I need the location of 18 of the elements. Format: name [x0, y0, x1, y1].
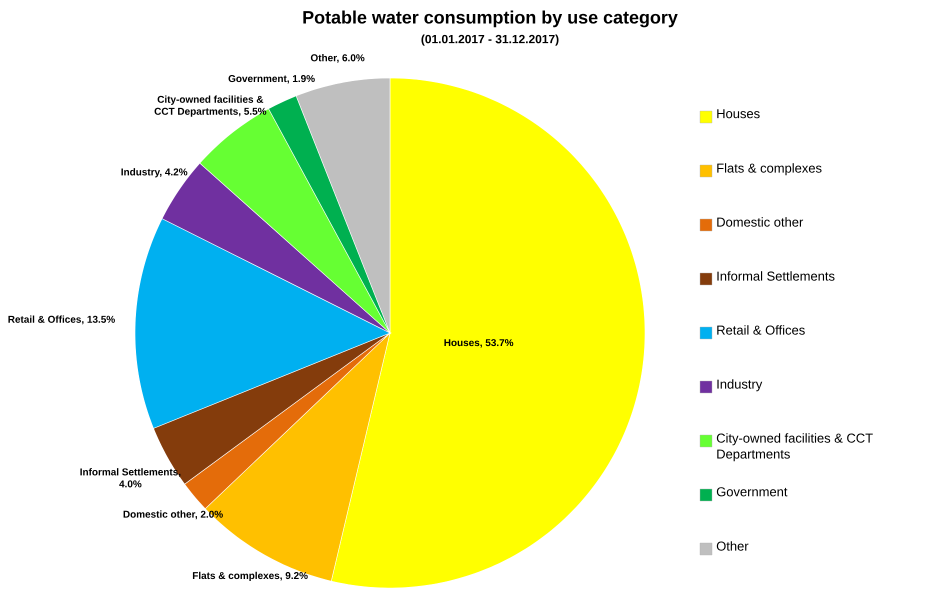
data-label: Other, 6.0% — [310, 54, 364, 63]
legend-label: Houses — [717, 109, 760, 118]
data-label: City-owned facilities & CCT Departments, 5.5% — [154, 96, 266, 117]
data-label: Flats & complexes, 9.2% — [192, 572, 308, 582]
legend-label: Flats & complexes — [717, 163, 822, 176]
chart-subtitle: (01.01.2017 - 31.12.2017) — [421, 34, 559, 46]
data-label: Houses, 53.7% — [444, 339, 514, 348]
legend-label: Industry — [717, 379, 762, 392]
legend-label: Retail & Offices — [717, 325, 805, 335]
legend-label: Government — [716, 487, 788, 496]
legend-label: City-owned facilities & CCT Departments — [716, 433, 873, 462]
data-label: Retail & Offices, 13.5% — [8, 316, 115, 324]
legend-label: Domestic other — [717, 217, 804, 227]
legend-label: Informal Settlements — [717, 271, 834, 281]
data-label: Industry, 4.2% — [121, 168, 188, 178]
data-label: Government, 1.9% — [228, 75, 315, 84]
legend-label: Other — [716, 541, 748, 551]
chart-title: Potable water consumption by use category — [303, 10, 678, 28]
